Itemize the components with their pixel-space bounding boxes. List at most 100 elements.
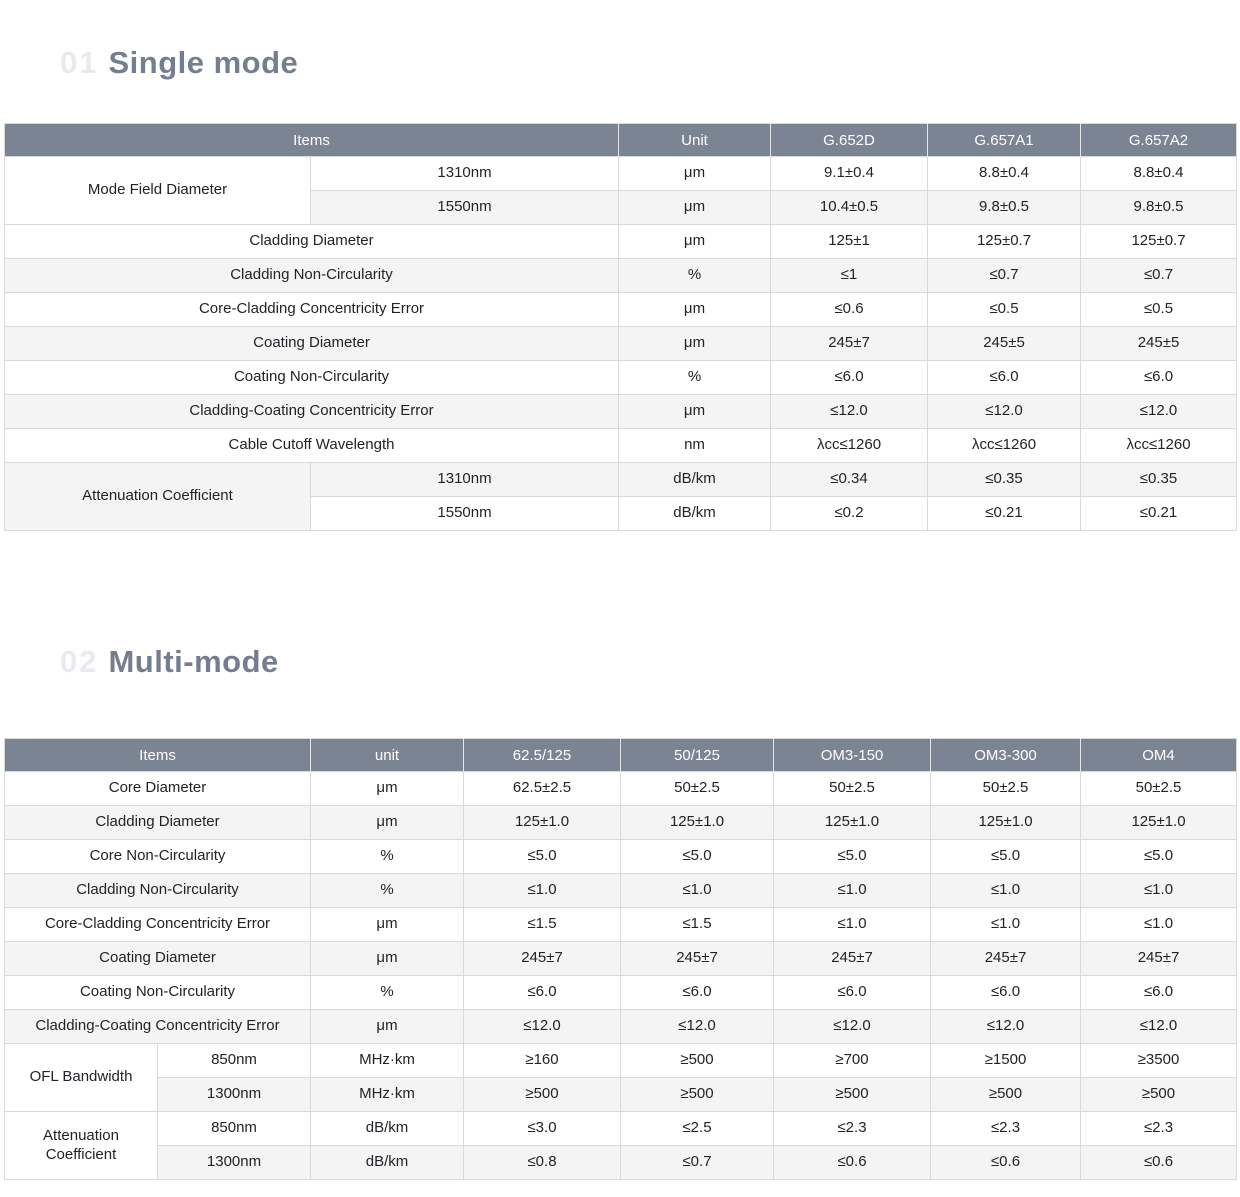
value-cell: ≤5.0 (930, 839, 1081, 874)
value-cell: ≤6.0 (930, 975, 1081, 1010)
value-cell: ≤12.0 (463, 1009, 621, 1044)
unit-cell: μm (310, 941, 464, 976)
unit-cell: dB/km (618, 462, 771, 497)
unit-cell: % (618, 258, 771, 293)
single-mode-section: 01 Single mode Items Unit G.652D G.657A1 … (0, 0, 1240, 531)
unit-cell: μm (310, 1009, 464, 1044)
table-row: 1550nm dB/km ≤0.2 ≤0.21 ≤0.21 (5, 496, 1237, 531)
column-header: G.657A2 (1080, 123, 1237, 157)
value-cell: 10.4±0.5 (770, 190, 928, 225)
value-cell: ≤1.5 (620, 907, 774, 942)
value-cell: 125±1.0 (620, 805, 774, 840)
value-cell: 245±7 (773, 941, 931, 976)
value-cell: ≤6.0 (773, 975, 931, 1010)
table-row: Attenuation Coefficient 850nm dB/km ≤3.0… (4, 1111, 1237, 1180)
item-cell: Coating Non-Circularity (4, 360, 619, 395)
value-cell: 9.8±0.5 (1080, 190, 1237, 225)
item-cell: Cladding Diameter (4, 805, 311, 840)
table-row: 1550nm μm 10.4±0.5 9.8±0.5 9.8±0.5 (5, 190, 1237, 225)
value-cell: ≥500 (930, 1077, 1081, 1112)
value-cell: 245±7 (620, 941, 774, 976)
column-header: G.652D (770, 123, 928, 157)
unit-cell: μm (618, 394, 771, 429)
table-row: Coating Diameter μm 245±7 245±7 245±7 24… (4, 941, 1237, 976)
value-cell: ≤6.0 (1080, 360, 1237, 395)
value-cell: ≤0.2 (770, 496, 928, 531)
value-cell: ≤1.0 (620, 873, 774, 908)
value-cell: 245±5 (927, 326, 1081, 361)
value-cell: ≤0.35 (927, 462, 1081, 497)
value-cell: ≤0.6 (930, 1145, 1081, 1180)
table-row: Core Non-Circularity % ≤5.0 ≤5.0 ≤5.0 ≤5… (4, 839, 1237, 874)
value-cell: ≤0.21 (1080, 496, 1237, 531)
value-cell: 245±7 (463, 941, 621, 976)
value-cell: ≤2.5 (620, 1111, 774, 1146)
unit-cell: μm (618, 156, 771, 191)
value-cell: ≤0.6 (773, 1145, 931, 1180)
value-cell: ≤5.0 (773, 839, 931, 874)
value-cell: 245±7 (1080, 941, 1237, 976)
value-cell: ≤6.0 (1080, 975, 1237, 1010)
value-cell: ≤1.0 (463, 873, 621, 908)
value-cell: ≤1.0 (773, 907, 931, 942)
item-cell: Cladding-Coating Concentricity Error (4, 394, 619, 429)
value-cell: ≤6.0 (463, 975, 621, 1010)
section-number: 01 (60, 45, 99, 80)
value-cell: 245±7 (930, 941, 1081, 976)
unit-cell: nm (618, 428, 771, 463)
table-row: Core Diameter μm 62.5±2.5 50±2.5 50±2.5 … (4, 771, 1237, 806)
value-cell: ≤0.6 (1080, 1145, 1237, 1180)
value-cell: ≥500 (463, 1077, 621, 1112)
table-row: Cladding-Coating Concentricity Error μm … (4, 394, 1237, 429)
column-header: OM3-300 (930, 738, 1081, 772)
wavelength-cell: 1310nm (310, 156, 619, 191)
value-cell: ≥700 (773, 1043, 931, 1078)
wavelength-cell: 1300nm (157, 1145, 311, 1180)
value-cell: λcc≤1260 (927, 428, 1081, 463)
value-cell: 9.8±0.5 (927, 190, 1081, 225)
value-cell: ≤1.0 (773, 873, 931, 908)
table-row: Coating Non-Circularity % ≤6.0 ≤6.0 ≤6.0 (4, 360, 1237, 395)
header-row: Items Unit G.652D G.657A1 G.657A2 (4, 123, 1237, 157)
item-cell: Cladding Diameter (4, 224, 619, 259)
value-cell: ≤2.3 (773, 1111, 931, 1146)
item-cell: Core Diameter (4, 771, 311, 806)
column-header: G.657A1 (927, 123, 1081, 157)
value-cell: ≥500 (620, 1043, 774, 1078)
item-cell: Core Non-Circularity (4, 839, 311, 874)
column-header: 62.5/125 (463, 738, 621, 772)
table-row: Mode Field Diameter 1310nm μm 9.1±0.4 8.… (4, 156, 1237, 225)
value-cell: ≤0.35 (1080, 462, 1237, 497)
value-cell: ≤0.7 (927, 258, 1081, 293)
column-header: Unit (618, 123, 771, 157)
unit-cell: MHz·km (310, 1077, 464, 1112)
value-cell: 125±1.0 (1080, 805, 1237, 840)
value-cell: ≥500 (1080, 1077, 1237, 1112)
value-cell: ≤5.0 (463, 839, 621, 874)
value-cell: ≤5.0 (1080, 839, 1237, 874)
table-row: Cable Cutoff Wavelength nm λcc≤1260 λcc≤… (4, 428, 1237, 463)
value-cell: 50±2.5 (930, 771, 1081, 806)
group-cell: OFL Bandwidth (4, 1043, 158, 1112)
value-cell: 125±1.0 (463, 805, 621, 840)
wavelength-cell: 1310nm (310, 462, 619, 497)
value-cell: 62.5±2.5 (463, 771, 621, 806)
value-cell: ≥3500 (1080, 1043, 1237, 1078)
group-cell: Attenuation Coefficient (4, 1111, 158, 1180)
value-cell: ≤12.0 (927, 394, 1081, 429)
value-cell: ≤0.7 (620, 1145, 774, 1180)
value-cell: ≤0.6 (770, 292, 928, 327)
unit-cell: MHz·km (310, 1043, 464, 1078)
value-cell: ≤1 (770, 258, 928, 293)
value-cell: 50±2.5 (1080, 771, 1237, 806)
value-cell: ≤1.0 (930, 873, 1081, 908)
unit-cell: μm (310, 907, 464, 942)
wavelength-cell: 850nm (157, 1043, 311, 1078)
value-cell: ≥500 (620, 1077, 774, 1112)
item-cell: Cable Cutoff Wavelength (4, 428, 619, 463)
value-cell: 125±0.7 (1080, 224, 1237, 259)
group-cell: Attenuation Coefficient (4, 462, 311, 531)
wavelength-cell: 850nm (157, 1111, 311, 1146)
value-cell: 50±2.5 (620, 771, 774, 806)
